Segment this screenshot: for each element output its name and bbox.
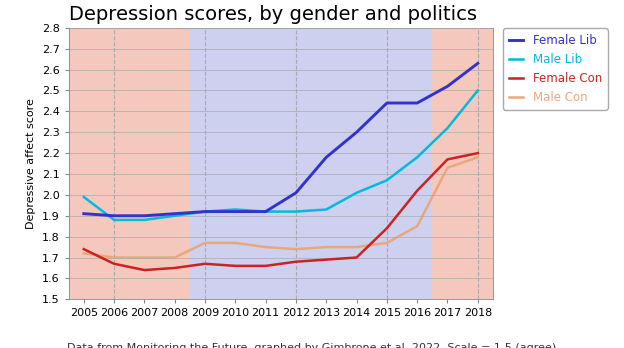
Y-axis label: Depressive affect score: Depressive affect score [26,98,36,229]
Text: Data from Monitoring the Future, graphed by Gimbrone et al. 2022. Scale = 1-5 (a: Data from Monitoring the Future, graphed… [67,343,557,348]
Bar [190,28,432,299]
Legend: Female Lib, Male Lib, Female Con, Male Con: Female Lib, Male Lib, Female Con, Male C… [503,28,608,110]
Bar [432,28,493,299]
Text: Depression scores, by gender and politics: Depression scores, by gender and politic… [69,5,477,24]
Bar [69,28,190,299]
